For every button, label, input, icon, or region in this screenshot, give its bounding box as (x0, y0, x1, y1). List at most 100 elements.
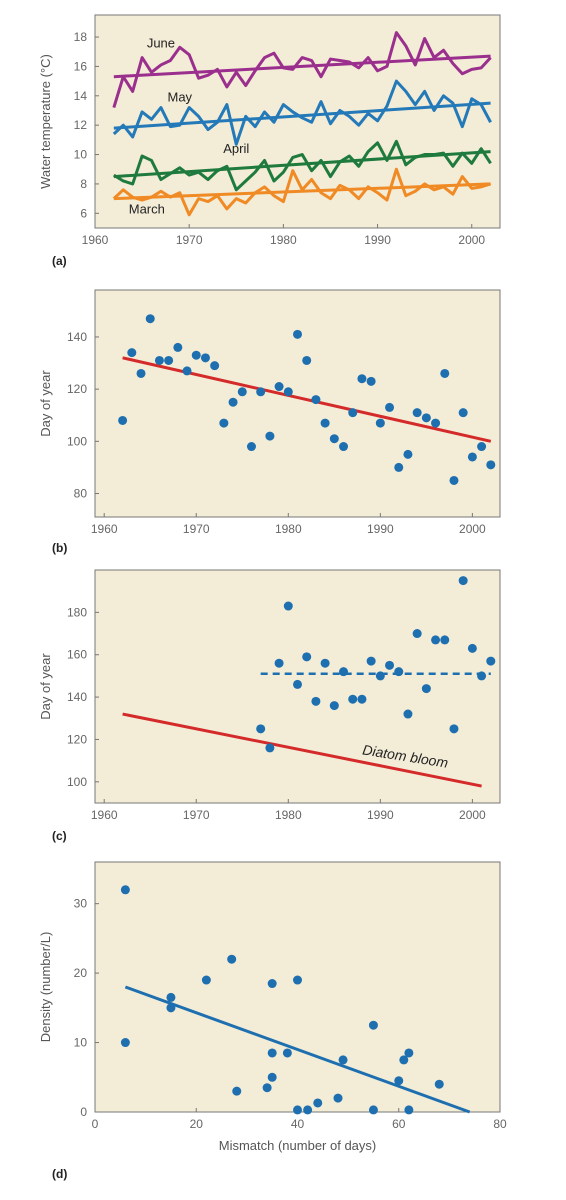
chart-b-data-point (329, 434, 339, 444)
chart-c-x-tick-label: 1990 (367, 808, 394, 822)
chart-d-data-point (303, 1105, 313, 1115)
chart-d-data-point (368, 1020, 378, 1030)
chart-c-y-tick-label: 100 (67, 775, 87, 789)
chart-b-data-point (431, 418, 441, 428)
chart-c-data-point (366, 656, 376, 666)
chart-c-data-point (274, 658, 284, 668)
chart-d-plot-area (94, 861, 501, 1113)
panel-label-d: (d) (52, 1167, 67, 1181)
chart-d-x-tick-label: 20 (190, 1117, 204, 1131)
chart-d-data-point (262, 1083, 272, 1093)
chart-a-x-tick-label: 1960 (82, 233, 109, 247)
chart-b-data-point (182, 366, 192, 376)
chart-b-data-point (127, 348, 137, 358)
chart-c-y-tick-label: 120 (67, 732, 87, 746)
panel-label-a: (a) (52, 254, 67, 268)
chart-c-data-point (440, 635, 450, 645)
chart-b-data-point (293, 329, 302, 339)
chart-b-data-point (136, 368, 146, 378)
chart-b-data-point (302, 355, 312, 365)
trend-line-march (113, 182, 491, 201)
chart-a-y-tick-label: 6 (80, 206, 87, 220)
chart-b-data-point (348, 408, 358, 418)
chart-c-data-point (283, 601, 293, 611)
chart-d-data-point (313, 1098, 323, 1108)
chart-c-y-tick-label: 180 (67, 605, 87, 619)
trend-line-june (113, 54, 491, 79)
chart-b-y-tick-label: 80 (74, 487, 88, 501)
series-label-march: March (129, 201, 165, 216)
chart-c-data-point (458, 576, 468, 586)
chart-c-x-tick-label: 1960 (91, 808, 118, 822)
chart-d-x-axis-title: Mismatch (number of days) (219, 1138, 377, 1153)
diatom-bloom-trend-line (122, 712, 482, 788)
chart-b-data-point (449, 475, 459, 485)
chart-d-data-point (394, 1076, 404, 1086)
chart-c-y-axis-title: Day of year (38, 653, 53, 720)
chart-b-data-point (200, 353, 210, 363)
chart-c-data-point (431, 635, 441, 645)
chart-a-y-tick-label: 12 (74, 118, 88, 132)
chart-d-data-point (267, 979, 277, 989)
chart-d-y-axis-title: Density (number/L) (38, 932, 53, 1043)
chart-b-data-point (366, 376, 376, 386)
chart-b-x-tick-label: 2000 (459, 522, 486, 536)
chart-c-y-tick-label: 140 (67, 690, 87, 704)
chart-c-data-point (302, 652, 312, 662)
chart-d-data-point (120, 885, 130, 895)
chart-d-data-point (267, 1048, 277, 1058)
chart-d-y-tick-label: 0 (80, 1105, 87, 1119)
chart-a-y-tick-label: 16 (74, 59, 88, 73)
chart-d-data-point (282, 1048, 292, 1058)
chart-b-data-point (265, 431, 275, 441)
chart-d-data-point (293, 1105, 302, 1115)
chart-b-data-point (283, 387, 293, 397)
chart-b-data-point (440, 368, 450, 378)
chart-b-data-point (375, 418, 385, 428)
chart-b-data-point (458, 408, 468, 418)
chart-b-data-point (394, 462, 404, 472)
chart-c-data-point (421, 684, 431, 694)
chart-c-data-point (477, 671, 487, 681)
chart-b-x-tick-label: 1960 (91, 522, 118, 536)
chart-d-data-point (201, 975, 211, 985)
chart-b-data-point (357, 374, 367, 384)
chart-d-data-point (166, 992, 176, 1002)
chart-a-y-tick-label: 18 (74, 30, 88, 44)
chart-d-y-tick-label: 10 (74, 1036, 88, 1050)
chart-b-data-point (467, 452, 477, 462)
chart-b-x-tick-label: 1970 (183, 522, 210, 536)
chart-d-trend-line (124, 985, 471, 1114)
chart-c-data-point (329, 701, 339, 711)
chart-b-data-point (219, 418, 229, 428)
chart-b-data-point (320, 418, 330, 428)
chart-c-data-point (486, 656, 496, 666)
series-label-june: June (147, 35, 175, 50)
chart-b-plot-area (94, 289, 501, 518)
chart-b-data-point (477, 442, 487, 452)
chart-b-data-point (421, 413, 431, 423)
chart-c-data-point (375, 671, 385, 681)
series-label-april: April (223, 141, 249, 156)
chart-b-x-tick-label: 1980 (275, 522, 302, 536)
chart-d-data-point (399, 1055, 409, 1065)
chart-c-x-tick-label: 1970 (183, 808, 210, 822)
chart-d-data-point (434, 1079, 444, 1089)
chart-d-x-tick-label: 60 (392, 1117, 406, 1131)
chart-d-data-point (293, 975, 302, 985)
chart-c-data-point (357, 694, 367, 704)
chart-b-data-point (145, 314, 155, 324)
chart-d-data-point (120, 1038, 130, 1048)
trend-line-april (113, 150, 491, 179)
chart-a-y-tick-label: 8 (80, 177, 87, 191)
chart-c-data-point (293, 679, 302, 689)
chart-b-data-point (173, 342, 183, 352)
chart-b-data-point (118, 415, 128, 425)
chart-c-data-point (348, 694, 358, 704)
chart-c-data-point (394, 667, 404, 677)
chart-d-data-point (232, 1086, 242, 1096)
chart-d-data-point (166, 1003, 176, 1013)
chart-a-y-axis-title: Water temperature (°C) (38, 54, 53, 189)
chart-d-x-tick-label: 40 (291, 1117, 305, 1131)
chart-b-data-point (154, 355, 164, 365)
